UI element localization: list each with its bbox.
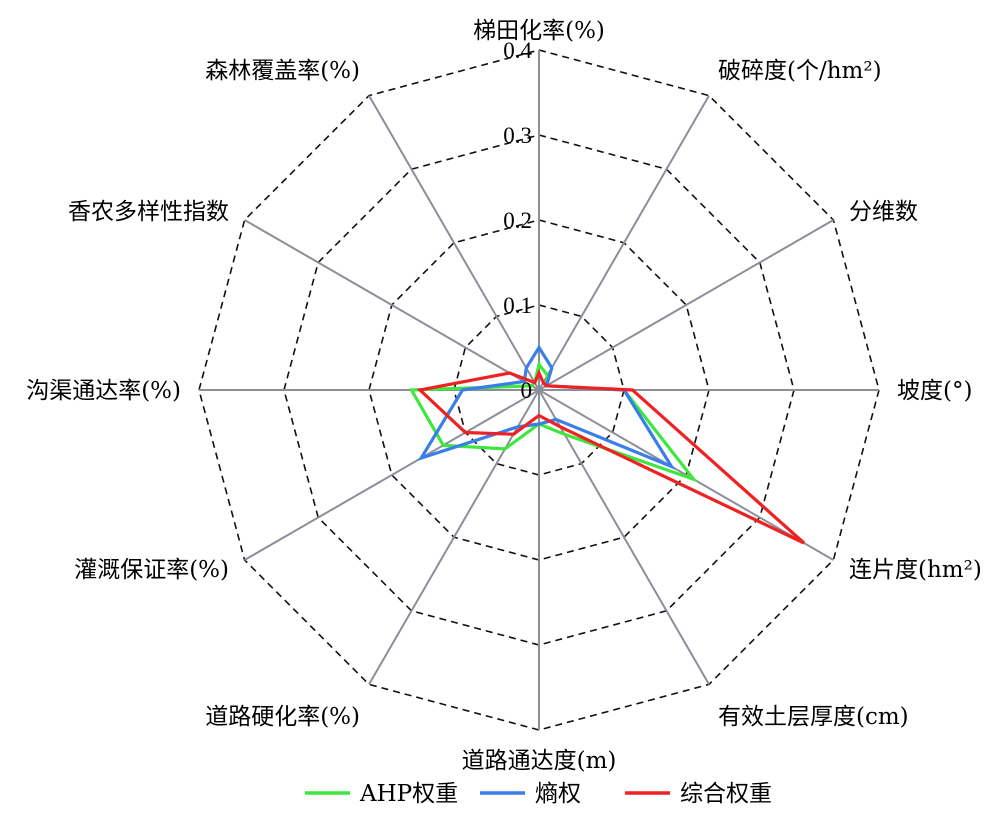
tick-label-0: 0 — [521, 378, 533, 403]
spoke-8 — [244, 389, 540, 561]
tick-label-2: 0.2 — [503, 208, 532, 233]
axis-label-2: 分维数 — [849, 199, 918, 225]
axis-label-0: 梯田化率(%) — [473, 18, 605, 44]
axis-label-9: 沟渠通达率(%) — [26, 378, 181, 404]
series-line-2 — [416, 369, 806, 545]
legend-label-0: AHP权重 — [359, 781, 458, 807]
tick-label-1: 0.1 — [503, 293, 532, 318]
axis-label-8: 灌溉保证率(%) — [74, 557, 229, 583]
tick-layer: 0 0.1 0.2 0.3 0.4 — [503, 38, 532, 403]
spoke-2 — [538, 219, 834, 391]
spoke-10 — [244, 219, 540, 391]
legend-label-2: 综合权重 — [680, 781, 772, 807]
series-layer — [408, 344, 806, 545]
axis-label-1: 破碎度(个/hm²) — [718, 58, 882, 84]
spoke-5 — [538, 389, 710, 685]
axis-label-10: 香农多样性指数 — [68, 199, 229, 225]
axis-label-11: 森林覆盖率(%) — [205, 58, 360, 84]
spoke-7 — [368, 389, 540, 685]
legend: AHP权重 熵权 综合权重 — [305, 781, 772, 807]
spoke-layer — [199, 50, 879, 730]
spoke-11 — [368, 95, 540, 391]
spoke-1 — [538, 95, 710, 391]
axis-label-6: 道路通达度(m) — [462, 748, 617, 774]
axis-label-7: 道路硬化率(%) — [205, 704, 360, 730]
axis-label-4: 连片度(hm²) — [849, 557, 982, 583]
axis-label-3: 坡度(°) — [897, 378, 972, 404]
legend-label-1: 熵权 — [535, 781, 581, 807]
tick-label-3: 0.3 — [503, 123, 532, 148]
axis-label-5: 有效土层厚度(cm) — [718, 704, 909, 730]
tick-label-4: 0.4 — [503, 38, 532, 63]
